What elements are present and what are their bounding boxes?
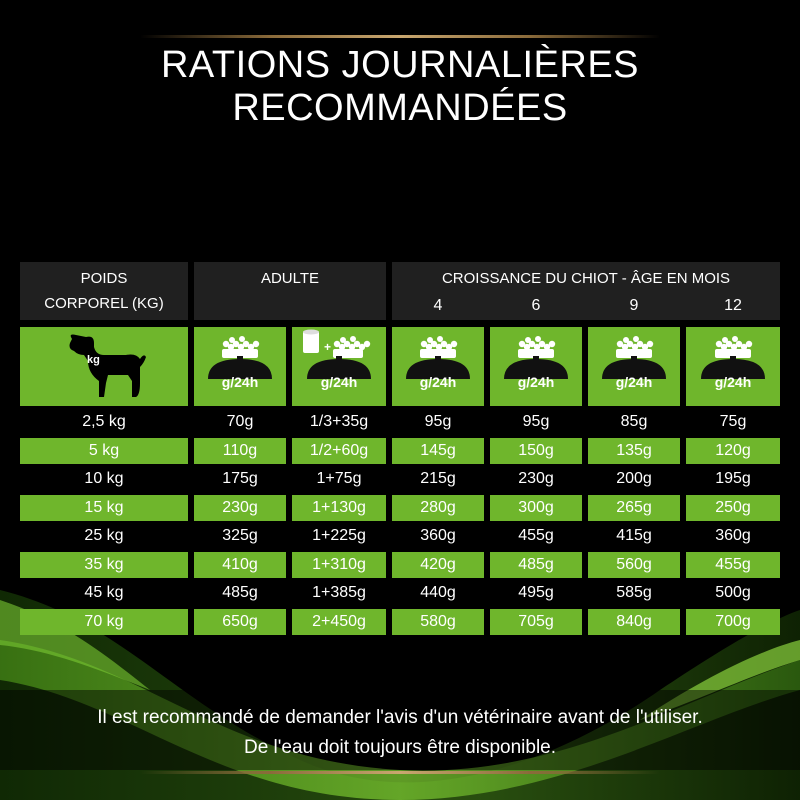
ration-cell: 410g [194, 551, 286, 578]
scale-bowl-icon-cell: g/24h [490, 327, 582, 406]
dog-icon [64, 333, 148, 404]
ration-cell: 110g [194, 437, 286, 464]
ration-cell: 840g [588, 608, 680, 635]
dog-kg-label: kg [87, 354, 100, 366]
ration-cell: 650g [194, 608, 286, 635]
ration-cell: 420g [392, 551, 484, 578]
scale-bowl-icon-cell: g/24h [686, 327, 780, 406]
ration-cell: 230g [518, 470, 554, 488]
weight-cell: 5 kg [20, 437, 188, 464]
ration-cell: 360g [420, 527, 456, 545]
ration-cell: 440g [420, 584, 456, 602]
ration-cell: 360g [715, 527, 751, 545]
ration-cell: 1+310g [292, 551, 386, 578]
svg-text:+: + [324, 340, 331, 354]
top-gold-line [140, 35, 660, 38]
ration-cell: 1/3+35g [309, 413, 369, 431]
ration-cell: 195g [715, 470, 751, 488]
g-per-24h-label: g/24h [714, 374, 752, 390]
ration-cell: 500g [715, 584, 751, 602]
header-month: 6 [531, 297, 541, 314]
can-plus-bowl-icon-cell: + g/24h [292, 327, 386, 406]
ration-cell: 135g [588, 437, 680, 464]
header-adult: ADULTE [194, 262, 386, 320]
header-weight: POIDS CORPOREL (KG) [20, 262, 188, 320]
ration-cell: 265g [588, 494, 680, 521]
ration-cell: 700g [686, 608, 780, 635]
weight-cell: 45 kg [84, 584, 124, 602]
weight-cell: 70 kg [20, 608, 188, 635]
scale-bowl-icon [695, 329, 771, 398]
scale-bowl-icon [596, 329, 672, 398]
ration-cell: 150g [490, 437, 582, 464]
footer-line-2: De l'eau doit toujours être disponible. [243, 737, 557, 758]
header-growth-label: CROISSANCE DU CHIOT - ÂGE EN MOIS [441, 270, 731, 287]
ration-cell: 280g [392, 494, 484, 521]
ration-cell: 70g [226, 413, 254, 431]
scale-bowl-icon [400, 329, 476, 398]
dog-icon-cell: kg [20, 327, 188, 406]
ration-cell: 175g [222, 470, 258, 488]
ration-cell: 325g [222, 527, 258, 545]
ration-cell: 415g [616, 527, 652, 545]
ration-cell: 2+450g [292, 608, 386, 635]
ration-cell: 1+130g [292, 494, 386, 521]
ration-cell: 1+385g [312, 584, 366, 602]
ration-cell: 120g [686, 437, 780, 464]
weight-cell: 35 kg [20, 551, 188, 578]
ration-cell: 705g [490, 608, 582, 635]
weight-cell: 10 kg [84, 470, 124, 488]
scale-bowl-icon-cell: g/24h [194, 327, 286, 406]
ration-cell: 455g [518, 527, 554, 545]
ration-cell: 215g [420, 470, 456, 488]
ration-cell: 85g [620, 413, 648, 431]
footer-note: Il est recommandé de demander l'avis d'u… [0, 703, 800, 763]
ration-cell: 485g [222, 584, 258, 602]
g-per-24h-label: g/24h [320, 374, 358, 390]
header-adult-label: ADULTE [260, 270, 320, 287]
ration-cell: 485g [490, 551, 582, 578]
weight-cell: 15 kg [20, 494, 188, 521]
scale-bowl-icon-cell: g/24h [588, 327, 680, 406]
ration-cell: 75g [719, 413, 747, 431]
page-title: RATIONS JOURNALIÈRES RECOMMANDÉES [160, 44, 640, 129]
ration-cell: 1+75g [316, 470, 362, 488]
ration-cell: 145g [392, 437, 484, 464]
ration-cell: 200g [616, 470, 652, 488]
ration-cell: 585g [616, 584, 652, 602]
ration-cell: 455g [686, 551, 780, 578]
header-month: 4 [433, 297, 443, 314]
can-plus-bowl-icon: + [301, 329, 377, 398]
header-month: 9 [629, 297, 639, 314]
ration-cell: 560g [588, 551, 680, 578]
weight-cell: 25 kg [84, 527, 124, 545]
scale-bowl-icon [202, 329, 278, 398]
ration-cell: 230g [194, 494, 286, 521]
ration-cell: 250g [686, 494, 780, 521]
header-weight-line2: CORPOREL (KG) [44, 295, 164, 312]
ration-cell: 1+225g [312, 527, 366, 545]
ration-cell: 1/2+60g [292, 437, 386, 464]
weight-cell: 2,5 kg [82, 413, 126, 431]
ration-cell: 300g [490, 494, 582, 521]
ration-cell: 495g [518, 584, 554, 602]
ration-cell: 95g [424, 413, 452, 431]
footer-line-1: Il est recommandé de demander l'avis d'u… [97, 707, 703, 728]
header-weight-line1: POIDS [80, 270, 128, 287]
ration-cell: 580g [392, 608, 484, 635]
bottom-gold-line [140, 771, 660, 774]
header-growth: CROISSANCE DU CHIOT - ÂGE EN MOIS [392, 262, 780, 320]
g-per-24h-label: g/24h [517, 374, 555, 390]
scale-bowl-icon-cell: g/24h [392, 327, 484, 406]
ration-cell: 95g [522, 413, 550, 431]
g-per-24h-label: g/24h [615, 374, 653, 390]
g-per-24h-label: g/24h [221, 374, 259, 390]
scale-bowl-icon [498, 329, 574, 398]
header-month: 12 [724, 297, 742, 314]
g-per-24h-label: g/24h [419, 374, 457, 390]
